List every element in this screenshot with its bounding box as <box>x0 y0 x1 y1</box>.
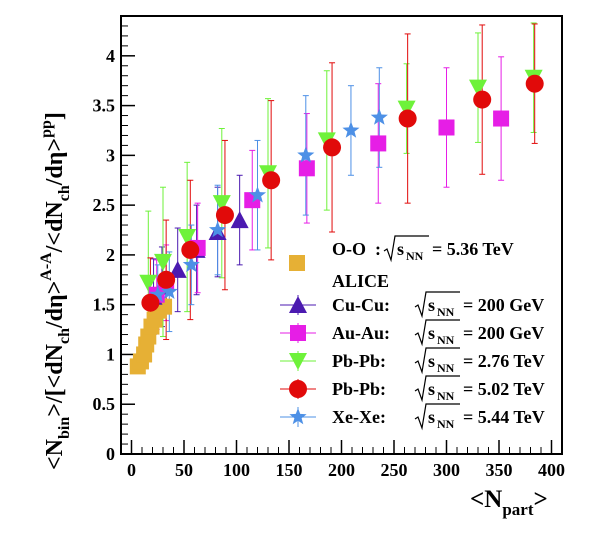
x-tick-label: 350 <box>486 460 513 480</box>
data-point <box>298 160 315 177</box>
data-point <box>398 109 417 128</box>
legend-sqrt-sub: NN <box>437 361 455 375</box>
legend-sqrt-s: s <box>428 295 435 315</box>
y-axis: 0 0.5 1 1.5 2 2.5 3 3.5 4 <box>93 25 135 464</box>
sqrt-sign <box>414 375 460 403</box>
legend-sqrt-sub: NN <box>437 305 455 319</box>
data-point <box>438 119 455 136</box>
legend-sqrt-s: s <box>428 379 435 399</box>
y-tick-label: 2.5 <box>93 195 116 215</box>
data-point <box>178 228 197 246</box>
legend-sqrt-s: s <box>428 407 435 427</box>
y-axis-label: <Nbin>/[<dNch/dη>A-A/<dNch/dη>pp] <box>38 112 73 470</box>
data-point <box>181 240 200 259</box>
legend-label: Xe-Xe: <box>332 407 386 427</box>
data-point <box>212 195 231 213</box>
legend-symbol <box>289 408 307 425</box>
legend-symbol <box>289 255 305 271</box>
legend-energy: = 5.36 TeV <box>432 239 514 259</box>
y-tick-label: 1 <box>106 344 115 364</box>
data-point <box>215 206 234 225</box>
sqrt-sign <box>414 347 460 375</box>
legend-sqrt-s: s <box>428 351 435 371</box>
data-point <box>397 100 416 118</box>
data-point <box>323 138 342 157</box>
data-point <box>157 270 176 289</box>
y-tick-label: 3.5 <box>93 96 116 116</box>
legend-label: Cu-Cu: <box>332 295 390 315</box>
legend-energy: = 5.02 TeV <box>463 379 545 399</box>
x-tick-label: 200 <box>328 460 355 480</box>
legend-sqrt-s: s <box>397 239 404 259</box>
data-markers <box>129 69 544 375</box>
data-point <box>525 74 544 93</box>
x-axis: 0 50 100 150 200 250 300 350 400 <box>127 440 565 480</box>
x-tick-label: 150 <box>276 460 303 480</box>
x-tick-label: 100 <box>223 460 250 480</box>
data-point <box>160 282 178 299</box>
y-tick-label: 4 <box>106 46 115 66</box>
data-point <box>248 186 267 203</box>
legend-energy: = 200 GeV <box>463 323 544 343</box>
legend-sqrt-sub: NN <box>437 417 455 431</box>
data-point <box>262 171 281 190</box>
data-point <box>230 211 249 229</box>
legend-colon: : <box>375 239 381 259</box>
sqrt-sign <box>383 235 429 263</box>
legend-symbol <box>289 353 307 370</box>
legend-label: Pb-Pb: <box>332 351 386 371</box>
y-tick-label: 0 <box>106 444 115 464</box>
legend-symbol <box>289 296 307 313</box>
legend-energy: = 200 GeV <box>463 295 544 315</box>
x-axis-label: <Npart> <box>470 486 548 519</box>
data-point <box>342 121 360 138</box>
x-tick-label: 50 <box>175 460 193 480</box>
data-point <box>370 135 387 152</box>
x-tick-label: 400 <box>538 460 565 480</box>
sqrt-sign <box>414 319 460 347</box>
legend-sqrt-sub: NN <box>406 249 424 263</box>
y-tick-label: 3 <box>106 145 115 165</box>
data-point <box>209 221 227 238</box>
y-tick-label: 2 <box>106 245 115 265</box>
data-point <box>154 253 172 271</box>
legend-sqrt-sub: NN <box>437 333 455 347</box>
data-point <box>473 90 492 109</box>
legend-sqrt-s: s <box>428 323 435 343</box>
data-point <box>469 79 487 97</box>
legend-extra-label: ALICE <box>332 271 389 291</box>
data-point <box>149 285 167 302</box>
data-point <box>297 146 315 163</box>
data-point <box>139 274 158 292</box>
legend-energy: = 2.76 TeV <box>463 351 545 371</box>
y-tick-label: 0.5 <box>93 394 116 414</box>
sqrt-sign <box>414 403 460 431</box>
data-point <box>370 108 388 125</box>
legend-symbol <box>289 380 307 398</box>
x-tick-label: 250 <box>381 460 408 480</box>
legend-label: Au-Au: <box>332 323 390 343</box>
data-point <box>182 255 200 273</box>
y-tick-label: 1.5 <box>93 295 116 315</box>
legend-sqrt-sub: NN <box>437 389 455 403</box>
x-tick-label: 300 <box>433 460 460 480</box>
legend-label: Pb-Pb: <box>332 379 386 399</box>
sqrt-sign <box>414 291 460 319</box>
x-tick-label: 0 <box>127 460 136 480</box>
data-point <box>168 260 187 278</box>
legend-label: O-O <box>332 239 366 259</box>
data-point <box>493 110 510 127</box>
data-point <box>141 293 160 312</box>
legend-symbol <box>290 325 306 341</box>
legend-energy: = 5.44 TeV <box>463 407 545 427</box>
